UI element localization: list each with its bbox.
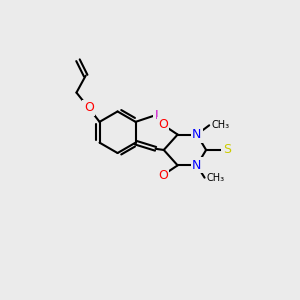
Text: O: O <box>84 101 94 115</box>
Text: CH₃: CH₃ <box>207 173 225 183</box>
Text: N: N <box>192 159 202 172</box>
Text: O: O <box>158 118 168 131</box>
Text: N: N <box>192 128 202 141</box>
Text: I: I <box>154 109 158 122</box>
Text: S: S <box>223 143 231 157</box>
Text: CH₃: CH₃ <box>212 120 230 130</box>
Text: O: O <box>158 169 168 182</box>
